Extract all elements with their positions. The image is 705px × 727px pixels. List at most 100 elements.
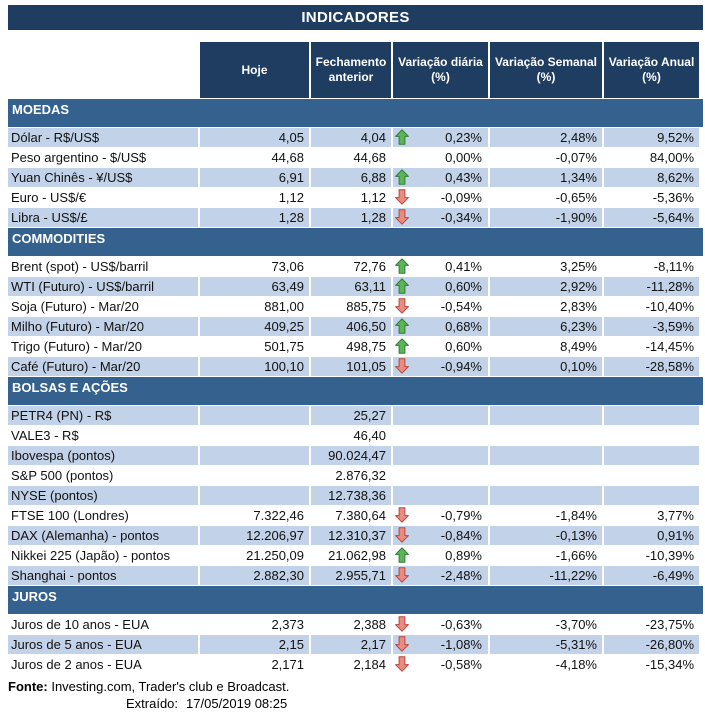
variacao-diaria-cell [393, 426, 488, 445]
variacao-semanal-value: 8,49% [560, 339, 597, 354]
row-label: Café (Futuro) - Mar/20 [8, 357, 198, 376]
up-arrow-icon [395, 169, 409, 185]
table-row: PETR4 (PN) - R$ 25,27 [8, 406, 703, 425]
variacao-anual-value: -6,49% [604, 566, 699, 585]
table-row: Juros de 5 anos - EUA 2,15 2,17 -1,08% -… [8, 635, 703, 654]
variacao-anual-value: -11,28% [604, 277, 699, 296]
variacao-semanal-value [490, 406, 602, 425]
variacao-anual-value: -10,40% [645, 299, 694, 314]
variacao-diaria-cell: 0,00% [393, 148, 488, 167]
fechamento-anterior-value: 7.380,64 [335, 508, 386, 523]
trend-arrow [395, 149, 409, 165]
variacao-diaria-value: -0,79% [440, 508, 482, 523]
row-label: Nikkei 225 (Japão) - pontos [11, 548, 170, 563]
variacao-anual-value: -3,59% [604, 317, 699, 336]
fechamento-anterior-value: 63,11 [311, 277, 391, 296]
variacao-semanal-value: 2,83% [560, 299, 597, 314]
fechamento-anterior-value: 885,75 [346, 299, 386, 314]
up-arrow-icon [395, 278, 409, 294]
fechamento-anterior-value: 101,05 [311, 357, 391, 376]
variacao-diaria-value: -0,63% [440, 617, 482, 632]
table: Hoje Fechamento anterior Variação diária… [8, 42, 703, 711]
section-rows: PETR4 (PN) - R$ 25,27 VALE3 - R$ 46,40 I… [8, 406, 703, 585]
table-row: Juros de 10 anos - EUA 2,373 2,388 -0,63… [8, 615, 703, 634]
down-arrow-icon [395, 189, 409, 205]
variacao-diaria-cell [393, 446, 488, 465]
variacao-diaria-value: 0,60% [445, 339, 482, 354]
trend-arrow [395, 427, 409, 443]
variacao-anual-value: -26,80% [604, 635, 699, 654]
row-label: Ibovespa (pontos) [8, 446, 198, 465]
trend-arrow [395, 407, 409, 423]
table-row: WTI (Futuro) - US$/barril 63,49 63,11 0,… [8, 277, 703, 296]
trend-arrow [395, 467, 409, 483]
hoje-value: 1,28 [200, 208, 309, 227]
section-rows: Dólar - R$/US$ 4,05 4,04 0,23% 2,48% 9,5… [8, 128, 703, 227]
variacao-diaria-value: -2,48% [440, 568, 482, 583]
variacao-anual-value: -14,45% [645, 339, 694, 354]
table-row: Dólar - R$/US$ 4,05 4,04 0,23% 2,48% 9,5… [8, 128, 703, 147]
table-row: S&P 500 (pontos) 2.876,32 [8, 466, 703, 485]
variacao-diaria-value: 0,00% [445, 150, 482, 165]
variacao-diaria-cell: -0,54% [393, 297, 488, 316]
variacao-anual-value: 9,52% [604, 128, 699, 147]
fechamento-anterior-value: 12.738,36 [311, 486, 391, 505]
trend-arrow [395, 487, 409, 503]
hoje-value [200, 426, 309, 445]
down-arrow-icon [395, 527, 409, 543]
hoje-value: 6,91 [200, 168, 309, 187]
up-arrow-icon [395, 547, 409, 563]
variacao-semanal-value: -11,22% [490, 566, 602, 585]
table-section: COMMODITIES Brent (spot) - US$/barril 73… [8, 228, 703, 376]
hoje-value [200, 486, 309, 505]
variacao-diaria-cell: 0,68% [393, 317, 488, 336]
variacao-semanal-value [490, 426, 602, 445]
variacao-diaria-value: 0,43% [445, 170, 482, 185]
table-row: Euro - US$/€ 1,12 1,12 -0,09% -0,65% -5,… [8, 188, 703, 207]
variacao-semanal-value: -5,31% [490, 635, 602, 654]
down-arrow-icon [395, 507, 409, 523]
fechamento-anterior-value: 1,12 [360, 190, 386, 205]
section-header: COMMODITIES [8, 228, 703, 256]
fechamento-anterior-value: 406,50 [311, 317, 391, 336]
variacao-diaria-cell: -0,84% [393, 526, 488, 545]
fechamento-anterior-value: 2.955,71 [311, 566, 391, 585]
table-section: JUROS Juros de 10 anos - EUA 2,373 2,388… [8, 586, 703, 674]
section-header: JUROS [8, 586, 703, 614]
row-label: Juros de 2 anos - EUA [11, 657, 142, 672]
variacao-anual-value: -5,64% [604, 208, 699, 227]
variacao-semanal-value: 6,23% [490, 317, 602, 336]
variacao-diaria-cell: -0,58% [393, 655, 488, 674]
source-line: Fonte: Investing.com, Trader's club e Br… [8, 679, 703, 694]
row-label: Shanghai - pontos [8, 566, 198, 585]
down-arrow-icon [395, 358, 409, 374]
fechamento-anterior-value: 1,28 [311, 208, 391, 227]
extracted-label: Extraído: [126, 696, 179, 711]
variacao-diaria-value: 0,89% [445, 548, 482, 563]
variacao-anual-value: -28,58% [604, 357, 699, 376]
variacao-semanal-value: -0,07% [555, 150, 597, 165]
row-label: Brent (spot) - US$/barril [11, 259, 149, 274]
up-arrow-icon [395, 129, 409, 145]
variacao-diaria-cell: -0,34% [393, 208, 488, 227]
fechamento-anterior-value: 72,76 [353, 259, 386, 274]
variacao-semanal-value: 0,10% [490, 357, 602, 376]
table-row: FTSE 100 (Londres) 7.322,46 7.380,64 -0,… [8, 506, 703, 525]
variacao-diaria-cell: -0,63% [393, 615, 488, 634]
variacao-anual-value: 3,77% [657, 508, 694, 523]
page-title: INDICADORES [8, 5, 703, 30]
hoje-value: 2,171 [271, 657, 304, 672]
hoje-value: 1,12 [278, 190, 304, 205]
variacao-diaria-value: -0,54% [440, 299, 482, 314]
variacao-semanal-value: -0,13% [490, 526, 602, 545]
hoje-value: 21.250,09 [246, 548, 304, 563]
variacao-diaria-value: 0,41% [445, 259, 482, 274]
down-arrow-icon [395, 209, 409, 225]
hoje-value: 7.322,46 [253, 508, 304, 523]
variacao-semanal-value: -1,84% [555, 508, 597, 523]
section-header: MOEDAS [8, 99, 703, 127]
table-row: Libra - US$/£ 1,28 1,28 -0,34% -1,90% -5… [8, 208, 703, 227]
variacao-semanal-value: -1,66% [555, 548, 597, 563]
variacao-diaria-value: -0,09% [440, 190, 482, 205]
fechamento-anterior-value: 498,75 [346, 339, 386, 354]
